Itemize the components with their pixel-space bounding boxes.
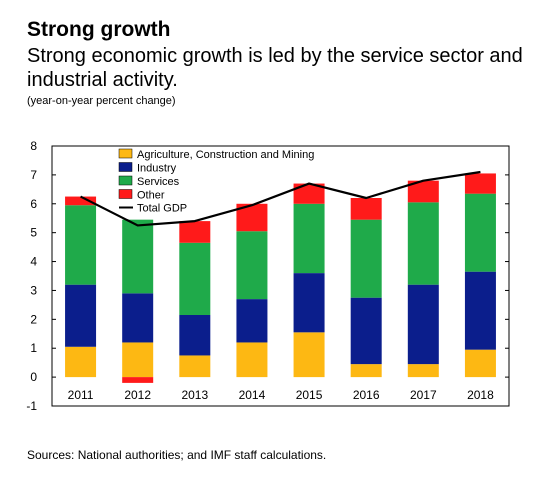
legend: Agriculture, Construction and Mining Indu… <box>118 148 314 215</box>
x-tick-label: 2017 <box>410 388 437 402</box>
bar-segment-industry-2011 <box>65 284 97 347</box>
x-axis: 2011 2012 2013 2014 2015 2016 2017 2018 <box>68 388 494 402</box>
legend-label: Other <box>137 190 165 202</box>
bar-segment-industry-2017 <box>407 284 439 365</box>
y-tick-label: 8 <box>30 139 37 153</box>
bar-segment-agriculture-2011 <box>65 346 97 378</box>
legend-swatch <box>118 162 133 172</box>
x-tick-label: 2013 <box>181 388 208 402</box>
bar-segment-industry-2018 <box>464 271 496 350</box>
legend-label: Industry <box>137 163 177 175</box>
bar-segment-other-2016 <box>350 198 382 220</box>
x-tick-label: 2015 <box>296 388 323 402</box>
bar-segment-services-2017 <box>407 202 439 285</box>
legend-label: Services <box>137 176 180 188</box>
bar-segment-industry-2013 <box>179 315 211 356</box>
bar-segment-other-2017 <box>407 180 439 203</box>
total-gdp-line <box>80 170 481 227</box>
legend-swatch <box>118 148 133 159</box>
bar-segment-other-2012 <box>122 377 154 383</box>
x-tick-label: 2018 <box>467 388 494 402</box>
chart-subtitle: Strong economic growth is led by the ser… <box>27 45 523 91</box>
x-tick-label: 2014 <box>239 388 266 402</box>
bar-segment-agriculture-2013 <box>179 355 211 378</box>
y-tick-label: 5 <box>30 226 37 240</box>
y-tick-label: 7 <box>30 168 37 182</box>
bar-segment-other-2011 <box>65 196 97 206</box>
bar-segment-services-2015 <box>293 203 325 274</box>
y-axis: 8 7 6 5 4 3 2 1 0 -1 <box>26 139 509 413</box>
legend-label: Agriculture, Construction and Mining <box>137 149 314 161</box>
units-note: (year-on-year percent change) <box>27 95 176 107</box>
legend-swatch <box>118 175 133 186</box>
bar-segment-industry-2015 <box>293 273 325 333</box>
bar-segment-industry-2012 <box>122 293 154 343</box>
total-gdp-line-group <box>80 170 481 227</box>
plot-frame <box>51 145 510 407</box>
bar-segment-services-2011 <box>65 205 97 285</box>
y-tick-label: 0 <box>30 370 37 384</box>
bar-segment-agriculture-2012 <box>122 342 154 378</box>
y-tick-label: 1 <box>30 341 37 355</box>
bar-segment-other-2018 <box>464 173 496 194</box>
y-tick-label: 6 <box>30 197 37 211</box>
y-tick-label: 4 <box>30 255 37 269</box>
x-tick-label: 2012 <box>124 388 151 402</box>
bar-segment-other-2015 <box>293 183 325 204</box>
bar-segment-services-2013 <box>179 242 211 315</box>
source-note: Sources: National authorities; and IMF s… <box>27 448 327 462</box>
bar-segment-agriculture-2014 <box>236 342 268 378</box>
y-tick-label: 2 <box>30 312 37 326</box>
bar-segment-industry-2016 <box>350 297 382 365</box>
bar-segment-services-2014 <box>236 231 268 300</box>
chart-title: Strong growth <box>27 18 171 41</box>
bar-segment-agriculture-2015 <box>293 332 325 378</box>
bar-segment-services-2012 <box>122 219 154 294</box>
y-tick-label: 3 <box>30 283 37 297</box>
x-tick-label: 2011 <box>68 388 94 402</box>
y-tick-label: -1 <box>26 399 37 413</box>
bar-segment-agriculture-2016 <box>350 364 382 378</box>
bar-segment-services-2016 <box>350 219 382 298</box>
legend-swatch <box>118 189 133 199</box>
bar-segment-services-2018 <box>464 193 496 272</box>
x-tick-label: 2016 <box>353 388 380 402</box>
bar-segment-agriculture-2018 <box>464 349 496 378</box>
legend-label: Total GDP <box>137 203 187 215</box>
bars <box>65 173 496 383</box>
bar-segment-industry-2014 <box>236 299 268 343</box>
bar-segment-other-2013 <box>179 221 211 243</box>
bar-segment-agriculture-2017 <box>407 364 439 378</box>
